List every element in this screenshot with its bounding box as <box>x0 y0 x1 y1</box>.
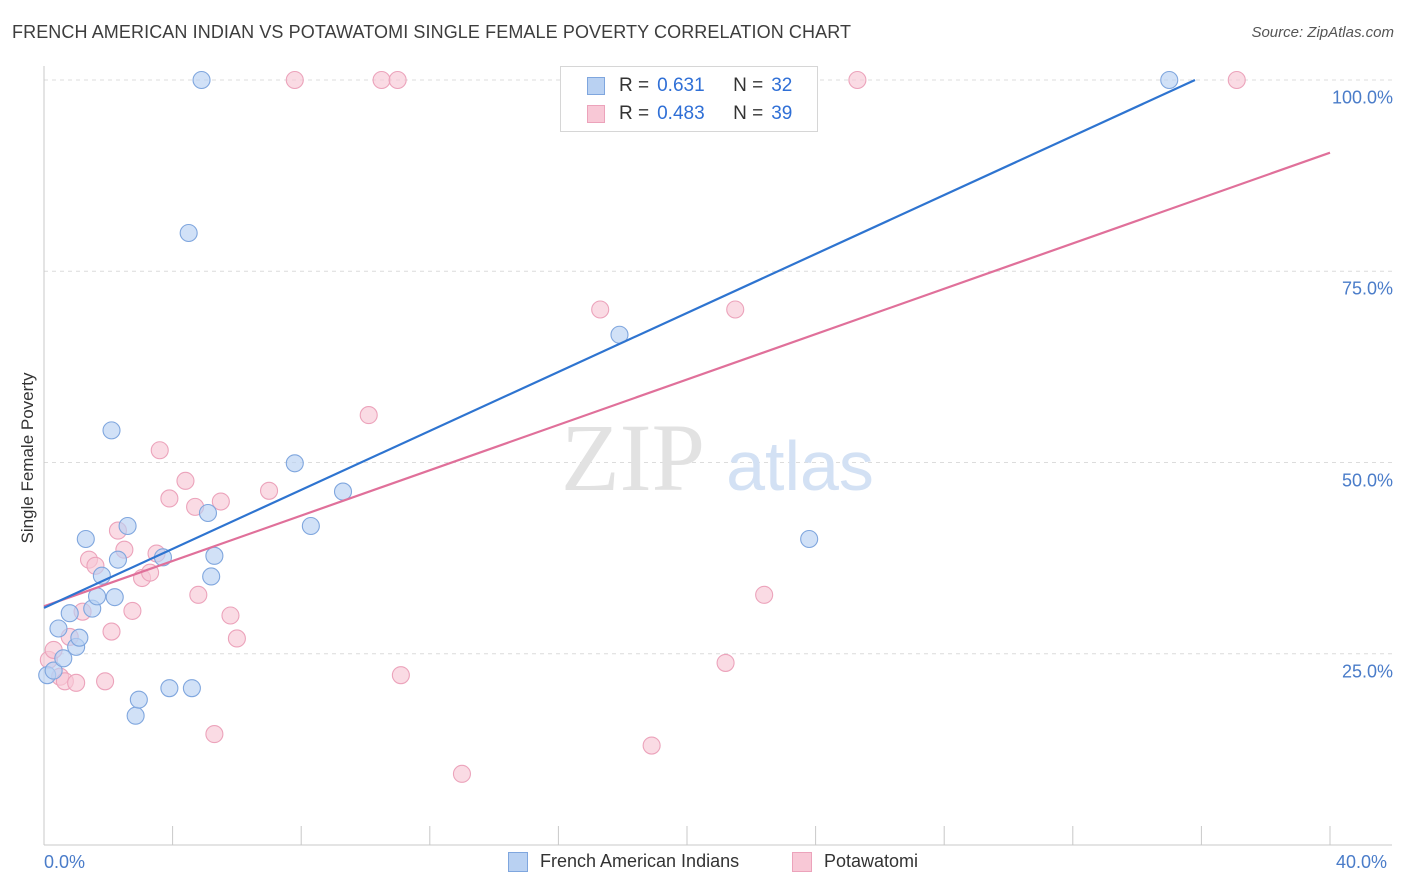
watermark: ZIP atlas <box>561 404 874 511</box>
point-potawatomi <box>102 622 121 641</box>
y-tick-label: 25.0% <box>1341 661 1393 682</box>
point-potawatomi <box>205 725 224 744</box>
point-french-american-indians <box>800 529 819 549</box>
blue-swatch <box>587 77 605 95</box>
point-potawatomi <box>1227 70 1246 90</box>
point-french-american-indians <box>202 567 221 586</box>
point-potawatomi <box>176 471 195 490</box>
point-french-american-indians <box>54 649 73 668</box>
n-value: 32 <box>771 75 793 96</box>
blue-swatch <box>508 851 528 872</box>
point-french-american-indians <box>108 550 127 569</box>
r-value: 0.483 <box>657 103 705 124</box>
grid-lines <box>44 79 1392 655</box>
watermark-atlas: atlas <box>726 427 874 505</box>
point-potawatomi <box>189 585 208 604</box>
point-french-american-indians <box>44 661 63 680</box>
r-value: 0.631 <box>657 75 705 96</box>
point-french-american-indians <box>60 604 79 623</box>
point-french-american-indians <box>129 690 148 709</box>
y-tick-label: 100.0% <box>1331 87 1393 108</box>
point-potawatomi <box>150 441 169 460</box>
point-potawatomi <box>160 489 179 508</box>
point-potawatomi <box>211 492 230 511</box>
point-french-american-indians <box>285 454 304 473</box>
y-tick-label: 50.0% <box>1341 470 1393 490</box>
point-potawatomi <box>388 70 407 90</box>
point-french-american-indians <box>102 421 121 440</box>
point-french-american-indians <box>192 70 211 90</box>
legend-label: Potawatomi <box>824 851 919 871</box>
trend-line-french-american-indians <box>43 79 1196 609</box>
point-potawatomi <box>67 673 86 692</box>
point-potawatomi <box>285 70 304 90</box>
point-french-american-indians <box>118 516 137 536</box>
point-french-american-indians <box>105 588 124 607</box>
n-label: N = <box>733 75 764 96</box>
point-french-american-indians <box>301 516 320 536</box>
trend-line-potawatomi <box>43 151 1331 608</box>
point-potawatomi <box>259 481 279 500</box>
point-french-american-indians <box>182 679 201 698</box>
point-french-american-indians <box>160 679 179 698</box>
point-potawatomi <box>726 300 745 319</box>
point-potawatomi <box>391 666 410 685</box>
r-label: R = <box>619 75 650 96</box>
stats-legend-row-blue: R = 0.631 N = 32 <box>587 74 792 98</box>
x-tick-label-min: 0.0% <box>44 852 86 872</box>
watermark-zip: ZIP <box>561 404 705 511</box>
x-tick-label-max: 40.0% <box>1336 852 1388 872</box>
pink-swatch <box>792 851 812 872</box>
r-label: R = <box>619 103 650 124</box>
point-potawatomi <box>452 764 472 783</box>
point-potawatomi <box>227 629 246 648</box>
point-french-american-indians <box>76 529 95 549</box>
point-french-american-indians <box>49 619 68 638</box>
legend-item-french-american-indians[interactable]: French American Indians <box>508 851 739 872</box>
stats-legend-row-pink: R = 0.483 N = 39 <box>587 102 792 126</box>
axes <box>43 66 1392 846</box>
y-axis-label: Single Female Poverty <box>18 372 37 544</box>
point-potawatomi <box>372 70 391 90</box>
point-french-american-indians <box>333 482 353 501</box>
point-potawatomi <box>755 585 774 604</box>
point-potawatomi <box>96 672 115 691</box>
point-french-american-indians <box>1160 70 1179 90</box>
point-potawatomi <box>716 653 735 672</box>
n-label: N = <box>733 103 764 124</box>
legend-item-potawatomi[interactable]: Potawatomi <box>792 851 918 872</box>
chart-title: FRENCH AMERICAN INDIAN VS POTAWATOMI SIN… <box>12 22 852 42</box>
point-french-american-indians <box>179 223 198 243</box>
point-potawatomi <box>591 300 610 319</box>
trend-lines <box>43 79 1331 609</box>
stats-legend: R = 0.631 N = 32 R = 0.483 N = 39 <box>560 66 818 132</box>
point-potawatomi <box>642 736 661 755</box>
point-french-american-indians <box>70 628 89 647</box>
pink-swatch <box>587 105 605 123</box>
legend-label: French American Indians <box>540 851 740 871</box>
point-french-american-indians <box>198 503 218 523</box>
point-french-american-indians <box>205 546 224 565</box>
n-value: 39 <box>771 103 793 124</box>
point-potawatomi <box>359 406 378 425</box>
source-label: Source: ZipAtlas.com <box>1251 24 1394 41</box>
point-french-american-indians <box>126 706 145 725</box>
point-potawatomi <box>221 606 240 625</box>
point-potawatomi <box>848 70 867 90</box>
point-potawatomi <box>123 601 142 620</box>
y-tick-label: 75.0% <box>1341 278 1393 299</box>
